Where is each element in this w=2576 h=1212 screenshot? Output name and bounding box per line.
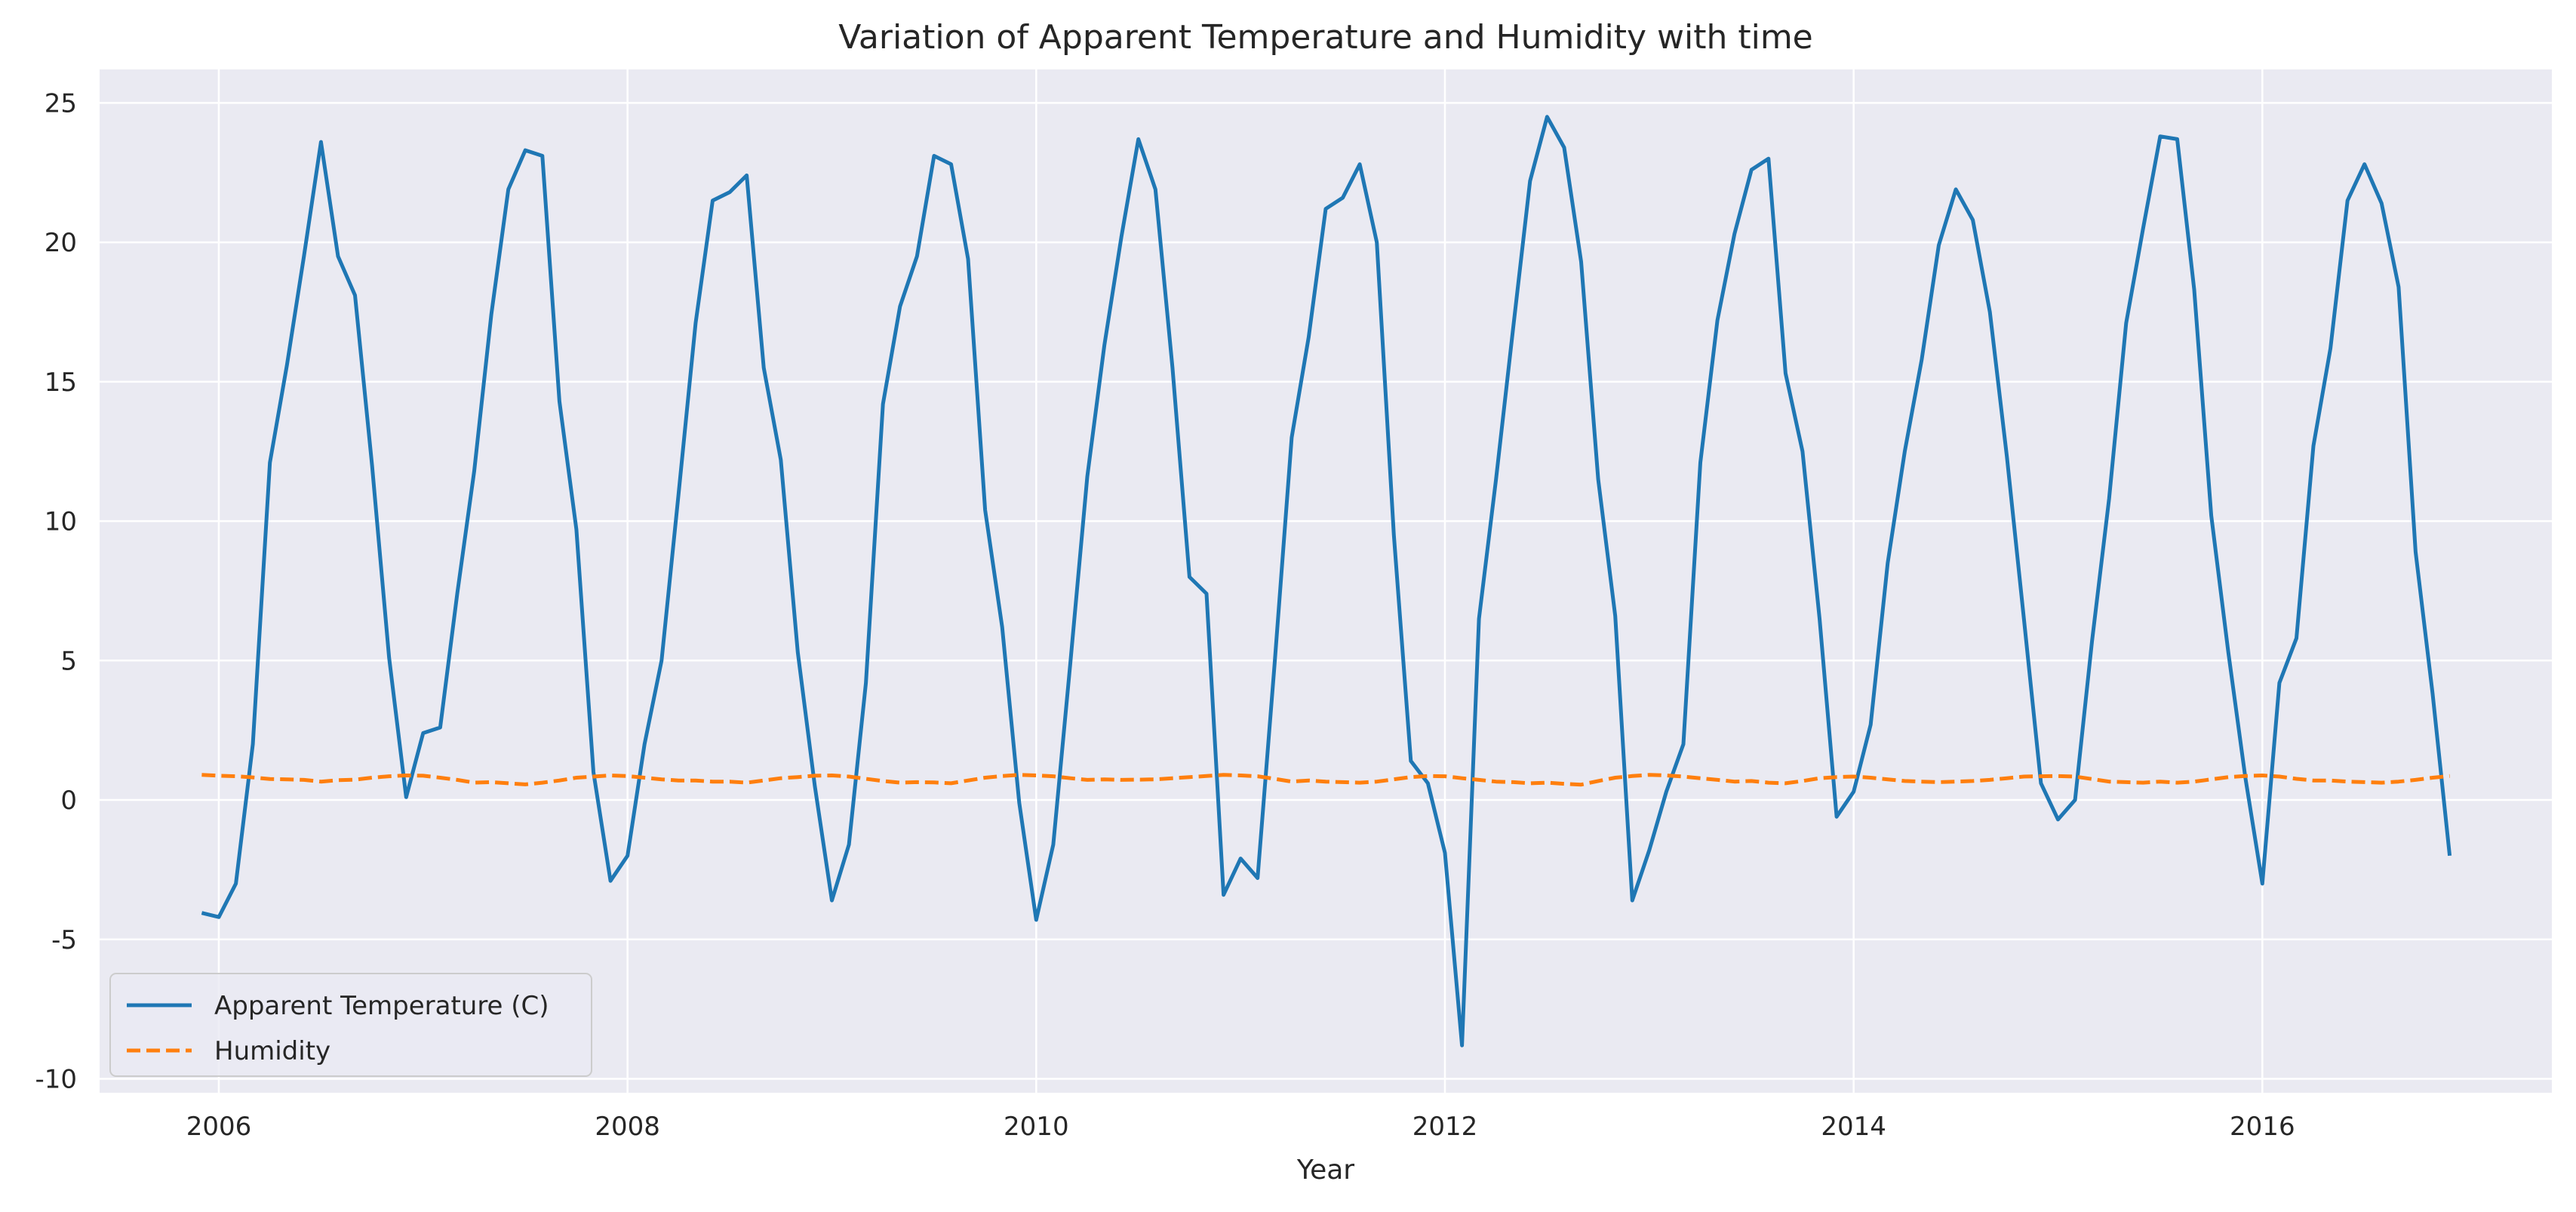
y-tick-label: -5 — [51, 925, 77, 955]
x-tick-label: 2012 — [1412, 1112, 1478, 1142]
x-axis-label: Year — [1296, 1155, 1354, 1186]
y-tick-label: 10 — [45, 507, 77, 537]
x-tick-label: 2010 — [1004, 1112, 1069, 1142]
series-lines — [201, 115, 2452, 1047]
legend-label-humidity: Humidity — [214, 1036, 330, 1066]
y-tick-label: 0 — [60, 786, 77, 816]
y-tick-label: 5 — [60, 646, 77, 676]
series-line-apparent-temperature — [201, 115, 2452, 1047]
legend-box — [109, 973, 592, 1077]
series-line-humidity — [201, 773, 2450, 787]
plot-background — [100, 69, 2552, 1093]
x-tick-label: 2006 — [186, 1112, 252, 1142]
y-tick-label: 25 — [45, 88, 77, 118]
grid — [100, 69, 2552, 1093]
y-axis-ticks: -10 -5 0 5 10 15 20 25 — [35, 88, 77, 1094]
y-tick-label: 15 — [45, 368, 77, 398]
x-tick-label: 2016 — [2230, 1112, 2295, 1142]
x-tick-label: 2014 — [1821, 1112, 1886, 1142]
chart-title: Variation of Apparent Temperature and Hu… — [838, 18, 1813, 57]
legend-label-apparent-temperature: Apparent Temperature (C) — [214, 991, 549, 1021]
y-tick-label: 20 — [45, 228, 77, 258]
legend: Apparent Temperature (C) Humidity — [109, 973, 592, 1077]
x-axis-ticks: 2006 2008 2010 2012 2014 2016 — [186, 1112, 2295, 1142]
x-tick-label: 2008 — [595, 1112, 660, 1142]
y-tick-label: -10 — [35, 1065, 77, 1095]
